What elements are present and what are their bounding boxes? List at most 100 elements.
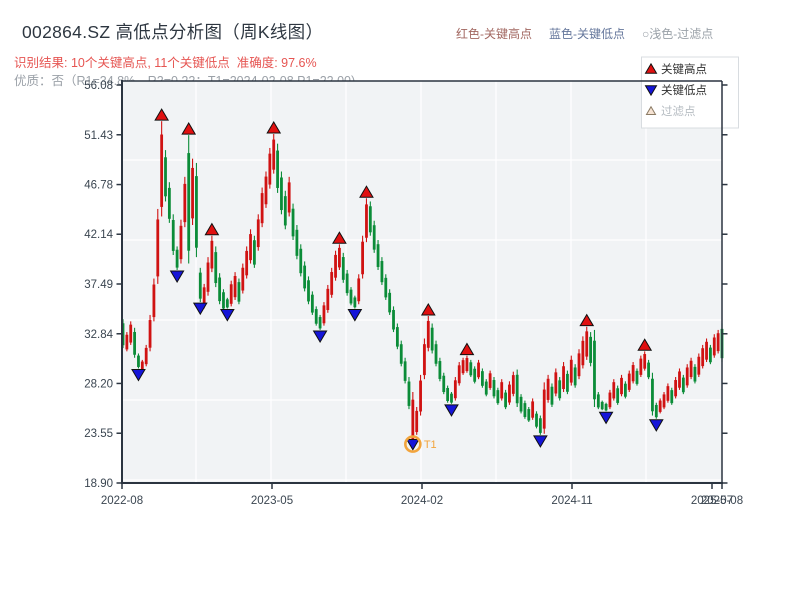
candle-bar	[477, 362, 480, 378]
candle-bar	[403, 361, 407, 381]
candle-bar	[681, 377, 685, 393]
candle-bar	[581, 340, 585, 366]
candle-bar	[473, 368, 477, 382]
candle-bar	[535, 413, 538, 427]
candle-bar	[654, 404, 658, 418]
candle-bar	[596, 394, 600, 408]
candle-bar	[604, 403, 608, 411]
candle-bar	[453, 380, 457, 399]
candle-bar	[283, 196, 287, 226]
candle-bar	[160, 134, 164, 207]
candle-bar	[515, 374, 519, 404]
candle-bar	[716, 333, 720, 352]
candle-bar	[531, 401, 535, 418]
key-high-marker	[266, 120, 282, 134]
candle-bar	[627, 373, 631, 390]
candle-bar	[423, 344, 426, 376]
candle-bar	[233, 276, 237, 298]
candle-bar	[357, 278, 361, 302]
candle-bar	[384, 277, 388, 298]
candle-bar	[326, 288, 330, 311]
candle-bar	[249, 234, 252, 261]
candle-bar	[148, 320, 152, 348]
candle-bar	[527, 409, 531, 421]
candle-bar	[631, 365, 635, 382]
x-axis-tick-label: 2024-02	[401, 495, 443, 507]
candle-bar	[334, 254, 337, 278]
key-low-marker	[444, 404, 459, 417]
candle-bar	[206, 262, 210, 292]
candle-bar	[361, 241, 364, 275]
candle-bar	[492, 380, 496, 397]
t1-label: T1	[424, 439, 437, 451]
key-low-marker	[312, 330, 328, 343]
y-axis-tick-label: 37.49	[84, 279, 113, 291]
candle-bar	[152, 284, 156, 318]
candle-bar	[380, 261, 384, 283]
t1-low-marker	[405, 439, 420, 451]
x-axis-tick-label: 2025-07	[691, 495, 733, 507]
candle-bar	[712, 337, 716, 356]
candle-bar	[299, 248, 303, 274]
key-low-marker	[648, 419, 664, 432]
candle-bar	[338, 247, 341, 268]
candle-bar	[191, 167, 194, 219]
candle-bar	[179, 225, 183, 260]
candle-bar	[623, 383, 627, 397]
candle-bar	[484, 381, 488, 395]
candle-bar	[268, 153, 272, 185]
candle-bar	[701, 348, 705, 367]
candle-bar	[705, 341, 708, 360]
top-legend-low-label: 蓝色-关键低点	[549, 27, 625, 41]
candle-bar	[647, 362, 650, 378]
candle-bar	[280, 177, 283, 211]
y-axis-tick-label: 56.08	[84, 80, 113, 92]
candle-bar	[345, 273, 349, 294]
key-high-marker	[579, 313, 595, 327]
top-legend: 红色-关键高点 蓝色-关键低点 ○浅色-过滤点	[456, 25, 713, 42]
key-high-marker	[420, 302, 436, 316]
page-title: 002864.SZ 高低点分析图（周K线图）	[22, 22, 324, 42]
y-axis-tick-label: 42.14	[84, 229, 113, 241]
candle-bar	[144, 347, 148, 365]
candle-bar	[662, 394, 666, 408]
candle-bar	[372, 225, 376, 250]
candle-bar	[442, 375, 446, 393]
candle-bar	[438, 361, 442, 379]
candle-bar	[314, 309, 318, 324]
candle-bar	[399, 344, 403, 364]
key-low-marker	[347, 309, 363, 322]
candle-bar	[504, 392, 507, 408]
candle-bar	[295, 229, 299, 256]
candle-bar	[511, 375, 515, 394]
candle-bar	[318, 317, 322, 329]
candle-bar	[264, 176, 268, 205]
candle-bar	[303, 265, 307, 289]
candle-bar	[164, 157, 167, 197]
candle-bar	[156, 219, 160, 277]
candle-bar	[276, 150, 279, 188]
candle-bar	[183, 183, 187, 223]
candle-bar	[450, 393, 453, 403]
candle-bar	[310, 294, 314, 313]
candle-bar	[175, 249, 179, 268]
candle-bar	[481, 371, 484, 386]
candle-bar	[488, 373, 492, 388]
candle-bar	[272, 139, 276, 170]
candle-bar	[195, 176, 198, 248]
legend-filter-icon	[645, 105, 657, 115]
recognition-result-line: 识别结果: 10个关键高点, 11个关键低点 准确度: 97.6%	[14, 56, 317, 70]
candle-bar	[307, 280, 310, 302]
candle-bar	[187, 153, 191, 251]
candle-bar	[651, 378, 654, 412]
candle-bar	[709, 347, 712, 363]
candle-bar	[546, 378, 550, 400]
candle-bar	[461, 360, 465, 374]
key-low-marker	[532, 435, 548, 448]
candle-bar	[140, 361, 144, 371]
key-high-marker	[204, 222, 220, 236]
y-axis-tick-label: 23.55	[84, 428, 113, 440]
candle-bar	[411, 399, 415, 442]
candle-bar	[689, 360, 693, 378]
